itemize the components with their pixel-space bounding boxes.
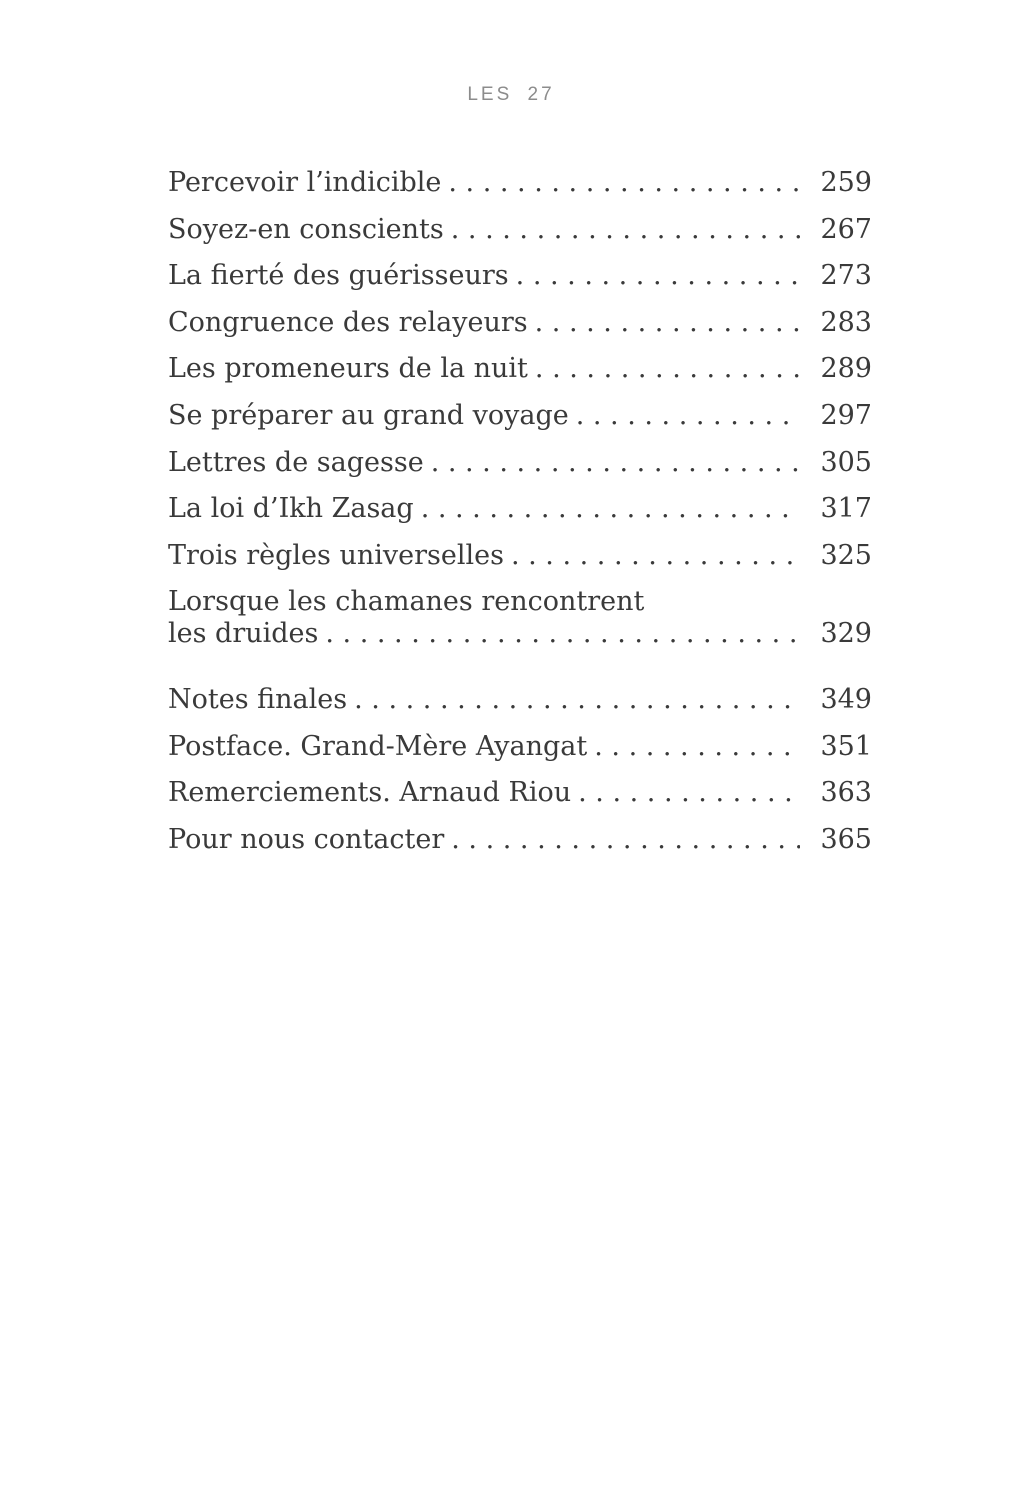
toc-entry: Notes finales 349 (168, 684, 872, 731)
toc-entry: Postface. Grand-Mère Ayangat 351 (168, 731, 872, 778)
toc-entry-title: Congruence des relayeurs (168, 306, 528, 338)
toc-entry: Percevoir l’indicible 259 (168, 167, 872, 214)
toc-entry-page: 365 (820, 823, 872, 855)
toc-entry-page: 305 (820, 446, 872, 478)
toc-dot-leader (354, 684, 800, 715)
toc-dot-leader (594, 731, 800, 762)
toc-dot-leader (578, 777, 800, 808)
toc-entry: Remerciements. Arnaud Riou 363 (168, 777, 872, 824)
toc-dot-leader (535, 307, 800, 338)
running-header: LES 27 (467, 84, 555, 105)
toc-entry-title: Postface. Grand-Mère Ayangat (168, 730, 588, 762)
toc-entry-page: 259 (820, 167, 872, 198)
toc-dot-leader (421, 493, 800, 524)
toc-entry-title: Notes finales (168, 683, 348, 715)
toc-entry: Soyez-en conscients 267 (168, 214, 872, 261)
toc-dot-leader (576, 400, 800, 431)
toc-dot-leader (451, 214, 800, 245)
toc-entry: Pour nous contacter 365 (168, 824, 872, 871)
toc-entry-page: 363 (820, 777, 872, 809)
toc-dot-leader (511, 540, 800, 571)
toc-dot-leader (325, 618, 800, 649)
table-of-contents: Percevoir l’indicible 259 Soyez-en consc… (168, 167, 872, 870)
toc-entry-title: La loi d’Ikh Zasag (168, 493, 414, 525)
toc-entry-title: Les promeneurs de la nuit (168, 353, 528, 385)
toc-entry-title: Trois règles universelles (168, 539, 504, 571)
toc-entry-page: 351 (820, 730, 872, 762)
toc-entry-title: Pour nous contacter (168, 823, 445, 855)
toc-entry-title: Lettres de sagesse (168, 446, 424, 478)
toc-entry-title-line2: les druides (168, 618, 319, 650)
toc-entry-page: 273 (820, 260, 872, 292)
toc-entry: Congruence des relayeurs 283 (168, 307, 872, 354)
toc-entry-page: 267 (820, 213, 872, 245)
toc-dot-leader (431, 447, 800, 478)
toc-entry-page: 283 (820, 306, 872, 338)
toc-entry-page: 289 (820, 353, 872, 385)
toc-entry-title: La fierté des guérisseurs (168, 260, 509, 292)
toc-entry-title-line1: Lorsque les chamanes rencontrent (168, 586, 645, 618)
toc-entry-page: 317 (820, 493, 872, 525)
toc-entry: La loi d’Ikh Zasag 317 (168, 493, 872, 540)
toc-entry-page: 325 (820, 539, 872, 571)
toc-entry-title: Se préparer au grand voyage (168, 399, 569, 431)
toc-entry-title: Soyez-en conscients (168, 213, 444, 245)
toc-entry-page: 297 (820, 399, 872, 431)
toc-dot-leader (448, 167, 800, 198)
toc-entry: Se préparer au grand voyage 297 (168, 400, 872, 447)
toc-entry: Lorsque les chamanes rencontrent les dru… (168, 586, 872, 665)
toc-entry: Trois règles universelles 325 (168, 540, 872, 587)
toc-dot-leader (535, 353, 800, 384)
toc-entry: Lettres de sagesse 305 (168, 447, 872, 494)
toc-entry-title: Percevoir l’indicible (168, 167, 442, 198)
toc-dot-leader (516, 260, 800, 291)
toc-dot-leader (451, 824, 800, 855)
toc-entry: Les promeneurs de la nuit 289 (168, 353, 872, 400)
toc-entry: La fierté des guérisseurs 273 (168, 260, 872, 307)
toc-entry-title: Remerciements. Arnaud Riou (168, 777, 572, 809)
toc-entry-page: 329 (820, 618, 872, 650)
toc-entry-page: 349 (820, 683, 872, 715)
toc-back-matter-section: Notes finales 349 Postface. Grand-Mère A… (168, 684, 872, 870)
